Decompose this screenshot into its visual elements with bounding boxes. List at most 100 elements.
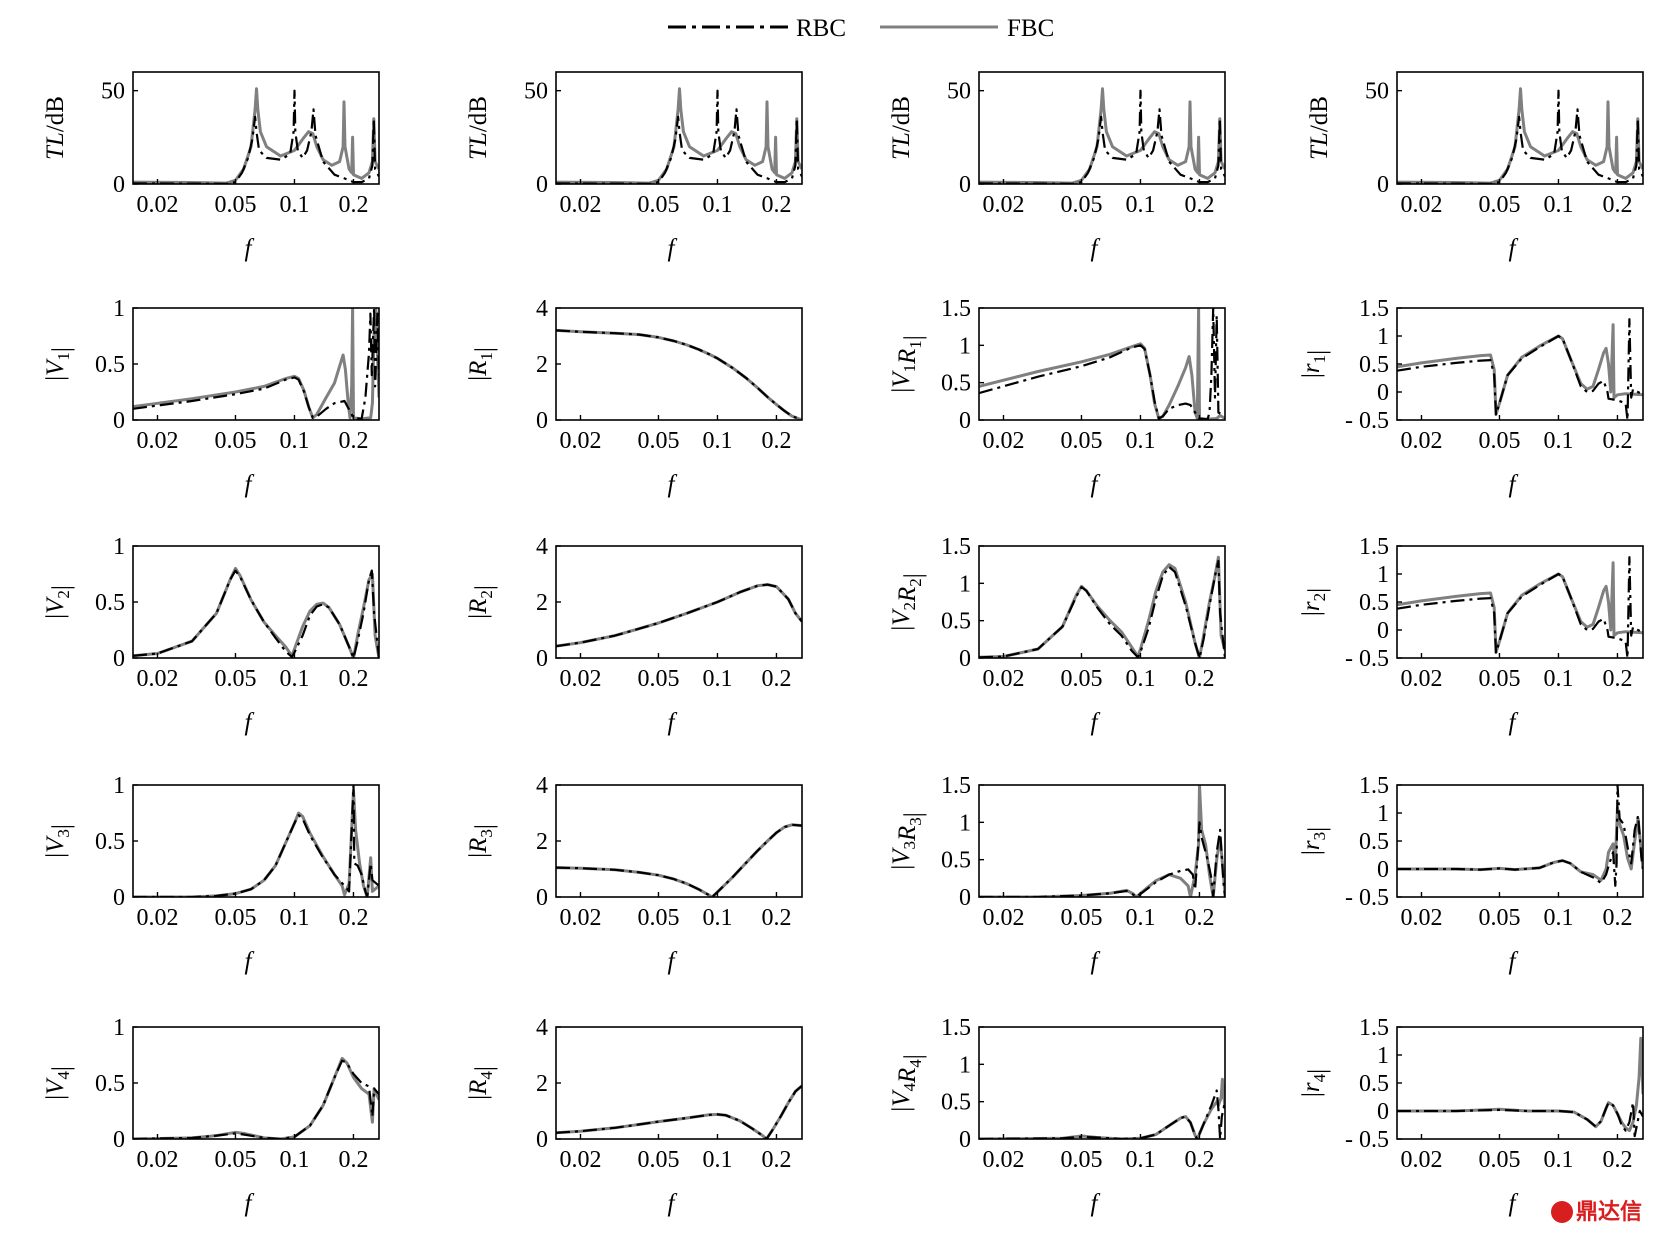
y-tick-label: 4 <box>536 534 548 560</box>
subplot-9: 0.02 0.05 0.1 0.2 0 0.5 1 f |V2| <box>42 534 380 736</box>
subplot-8: 0.02 0.05 0.1 0.2 - 0.500.511.5 f |r1| <box>1298 296 1644 498</box>
y-tick-label: 0 <box>959 1127 971 1153</box>
series-line-rbc <box>1397 1101 1643 1138</box>
y-tick-label: 1 <box>113 1015 125 1041</box>
series-line-rbc <box>133 308 379 420</box>
series-line-rbc <box>979 821 1225 897</box>
x-tick-label: 0.1 <box>279 1147 309 1173</box>
x-tick-label: 0.1 <box>1543 428 1573 454</box>
y-tick-label: 1.5 <box>941 534 971 560</box>
x-tick-label: 0.2 <box>1184 428 1214 454</box>
x-tick-label: 0.2 <box>1602 192 1632 218</box>
x-tick-label: 0.05 <box>1060 192 1102 218</box>
x-tick-label: 0.2 <box>1602 666 1632 692</box>
x-axis-label: f <box>668 709 678 736</box>
series-line-fbc <box>979 555 1225 658</box>
y-tick-label: 0.5 <box>1359 352 1389 378</box>
y-tick-label: 1 <box>1377 324 1389 350</box>
axes-frame <box>1396 545 1644 659</box>
watermark: 鼎达信 <box>1550 1194 1642 1226</box>
subplot-17: 0.02 0.05 0.1 0.2 0 0.5 1 f |V4| <box>42 1015 380 1217</box>
y-axis-label: TL/dB <box>888 96 915 160</box>
x-tick-label: 0.02 <box>1400 905 1442 931</box>
axes-frame <box>555 71 803 185</box>
x-tick-label: 0.02 <box>982 666 1024 692</box>
y-tick-label: 1.5 <box>1359 534 1389 560</box>
x-tick-label: 0.05 <box>637 192 679 218</box>
y-tick-label: 1.5 <box>941 296 971 322</box>
y-tick-label: 0 <box>1377 172 1389 198</box>
x-tick-label: 0.1 <box>1543 1147 1573 1173</box>
y-tick-label: 0 <box>1377 380 1389 406</box>
y-tick-label: 50 <box>524 79 548 105</box>
x-tick-label: 0.05 <box>1478 192 1520 218</box>
y-tick-label: 1.5 <box>1359 1015 1389 1041</box>
x-tick-label: 0.02 <box>136 192 178 218</box>
y-tick-label: 2 <box>536 352 548 378</box>
series-line-fbc <box>133 308 379 420</box>
y-axis-label: |r4| <box>1298 1069 1331 1097</box>
x-tick-label: 0.05 <box>214 192 256 218</box>
x-tick-label: 0.02 <box>136 905 178 931</box>
x-tick-label: 0.2 <box>761 666 791 692</box>
y-tick-label: 0 <box>536 408 548 434</box>
x-tick-label: 0.02 <box>559 1147 601 1173</box>
x-axis-label: f <box>1091 709 1101 736</box>
x-tick-label: 0.1 <box>279 192 309 218</box>
subplot-12: 0.02 0.05 0.1 0.2 - 0.500.511.5 f |r2| <box>1298 534 1644 736</box>
y-tick-label: 0 <box>1377 1099 1389 1125</box>
y-tick-label: 1 <box>959 810 971 836</box>
x-tick-label: 0.02 <box>1400 428 1442 454</box>
y-axis-label: |V2R2| <box>888 573 927 631</box>
y-tick-label: 1.5 <box>1359 296 1389 322</box>
y-tick-label: 0 <box>536 172 548 198</box>
x-tick-label: 0.1 <box>279 905 309 931</box>
y-tick-label: 0 <box>959 172 971 198</box>
subplot-7: 0.02 0.05 0.1 0.2 0 0.5 1 1.5 f |V1R1| <box>888 296 1226 498</box>
series-line-rbc <box>133 89 379 184</box>
x-axis-label: f <box>1509 1190 1519 1217</box>
x-tick-label: 0.1 <box>1125 428 1155 454</box>
x-tick-label: 0.1 <box>702 1147 732 1173</box>
y-tick-label: 0.5 <box>1359 590 1389 616</box>
x-tick-label: 0.2 <box>338 905 368 931</box>
y-tick-label: 4 <box>536 1015 548 1041</box>
y-tick-label: 0 <box>959 885 971 911</box>
x-axis-label: f <box>668 471 678 498</box>
y-tick-label: 0 <box>536 885 548 911</box>
x-axis-label: f <box>245 235 255 262</box>
x-axis-label: f <box>1091 948 1101 975</box>
x-tick-label: 0.2 <box>338 666 368 692</box>
x-axis-label: f <box>1091 471 1101 498</box>
subplot-16: 0.02 0.05 0.1 0.2 - 0.500.511.5 f |r3| <box>1298 773 1644 975</box>
axes-frame <box>132 784 380 898</box>
axes-frame <box>978 1026 1226 1140</box>
y-tick-label: 1 <box>1377 801 1389 827</box>
subplot-5: 0.02 0.05 0.1 0.2 0 0.5 1 f |V1| <box>42 296 380 498</box>
y-tick-label: 1 <box>113 296 125 322</box>
y-axis-label: |V4R4| <box>888 1054 927 1112</box>
axes-frame <box>555 307 803 421</box>
y-tick-label: - 0.5 <box>1345 408 1389 434</box>
y-tick-label: 0.5 <box>1359 1071 1389 1097</box>
series-line-rbc <box>556 583 802 648</box>
axes-frame <box>978 307 1226 421</box>
y-tick-label: 50 <box>101 79 125 105</box>
x-tick-label: 0.02 <box>982 905 1024 931</box>
x-tick-label: 0.02 <box>559 666 601 692</box>
x-tick-label: 0.02 <box>136 428 178 454</box>
x-axis-label: f <box>1091 235 1101 262</box>
x-tick-label: 0.02 <box>982 428 1024 454</box>
y-tick-label: 1 <box>959 1052 971 1078</box>
x-tick-label: 0.05 <box>214 905 256 931</box>
x-tick-label: 0.05 <box>214 1147 256 1173</box>
y-tick-label: 0.5 <box>941 848 971 874</box>
y-tick-label: 0 <box>959 646 971 672</box>
y-tick-label: - 0.5 <box>1345 1127 1389 1153</box>
x-tick-label: 0.02 <box>1400 1147 1442 1173</box>
y-tick-label: 4 <box>536 773 548 799</box>
x-tick-label: 0.1 <box>1125 905 1155 931</box>
x-tick-label: 0.2 <box>1602 905 1632 931</box>
x-tick-label: 0.2 <box>761 1147 791 1173</box>
